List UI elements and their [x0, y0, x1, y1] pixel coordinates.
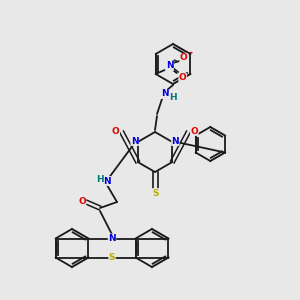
Text: +: +: [172, 58, 178, 64]
Text: N: N: [103, 176, 111, 185]
Text: O: O: [179, 74, 187, 82]
Text: N: N: [166, 61, 173, 70]
Text: S: S: [109, 253, 115, 262]
Text: O: O: [78, 196, 86, 206]
Text: -: -: [189, 48, 193, 58]
Text: N: N: [131, 136, 139, 146]
Text: N: N: [172, 136, 179, 146]
Text: O: O: [112, 127, 120, 136]
Text: N: N: [108, 234, 116, 243]
Text: H: H: [169, 94, 177, 103]
Text: H: H: [96, 175, 104, 184]
Text: N: N: [161, 89, 169, 98]
Text: O: O: [180, 53, 188, 62]
Text: O: O: [190, 127, 198, 136]
Text: S: S: [153, 188, 159, 197]
